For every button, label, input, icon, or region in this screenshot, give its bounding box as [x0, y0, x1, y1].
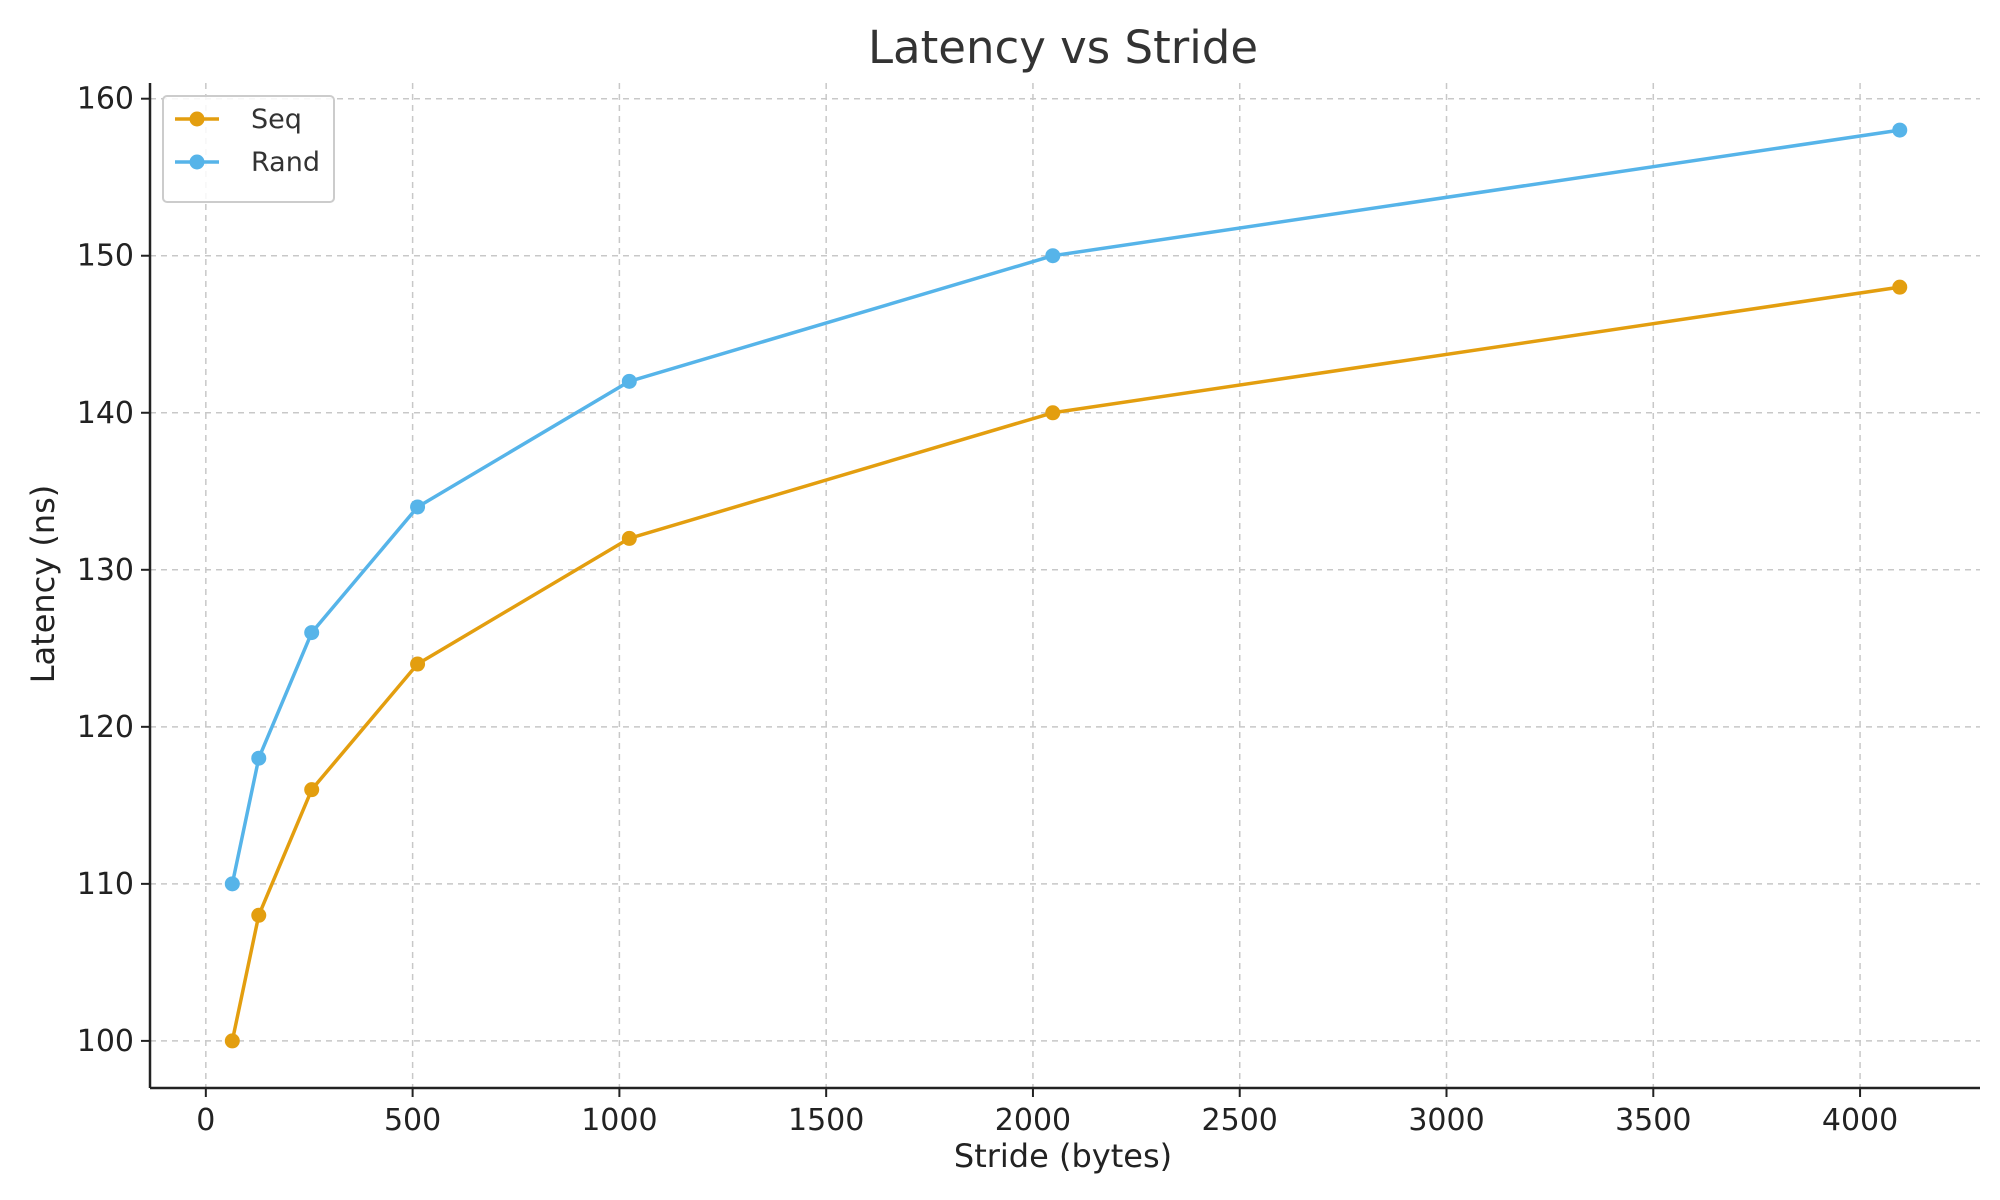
y-axis-label: Latency (ns) — [24, 485, 62, 684]
data-point-rand — [1045, 248, 1061, 264]
data-point-rand — [621, 373, 637, 389]
x-tick-label: 0 — [196, 1103, 215, 1138]
data-point-seq — [410, 656, 426, 672]
data-point-rand — [251, 750, 267, 766]
y-tick-label: 160 — [77, 82, 134, 117]
legend: Seq Rand — [162, 95, 335, 203]
chart-title: Latency vs Stride — [868, 21, 1258, 74]
x-tick-label: 1000 — [581, 1103, 657, 1138]
x-axis-label: Stride (bytes) — [954, 1137, 1172, 1175]
data-point-seq — [304, 782, 320, 798]
legend-label-rand: Rand — [251, 147, 320, 178]
x-tick-label: 3000 — [1408, 1103, 1484, 1138]
x-tick-label: 2000 — [995, 1103, 1071, 1138]
x-tick-label: 4000 — [1822, 1103, 1898, 1138]
legend-swatch-marker-seq — [189, 111, 205, 127]
y-tick-label: 120 — [77, 710, 134, 745]
axes — [148, 83, 1980, 1090]
series — [224, 122, 1908, 1049]
ticks: 0 500 1000 1500 2000 2500 3000 3500 4000 100 110 12… — [77, 82, 1899, 1138]
grid — [150, 83, 1980, 1088]
y-tick-label: 150 — [77, 239, 134, 274]
y-tick-label: 130 — [77, 553, 134, 588]
x-tick-label: 500 — [384, 1103, 441, 1138]
x-tick-label: 1500 — [788, 1103, 864, 1138]
data-point-seq — [251, 907, 267, 923]
data-point-seq — [1892, 279, 1908, 295]
x-tick-label: 3500 — [1615, 1103, 1691, 1138]
data-point-seq — [224, 1033, 240, 1049]
data-point-rand — [304, 625, 320, 641]
data-point-rand — [1892, 122, 1908, 138]
y-tick-label: 140 — [77, 396, 134, 431]
y-tick-label: 110 — [77, 867, 134, 902]
x-tick-label: 2500 — [1202, 1103, 1278, 1138]
data-point-rand — [410, 499, 426, 515]
legend-swatch-marker-rand — [189, 154, 205, 170]
data-point-seq — [1045, 405, 1061, 421]
data-point-rand — [224, 876, 240, 892]
legend-label-seq: Seq — [251, 104, 302, 135]
y-tick-label: 100 — [77, 1024, 134, 1059]
legend-box — [162, 95, 335, 203]
data-point-seq — [621, 530, 637, 546]
